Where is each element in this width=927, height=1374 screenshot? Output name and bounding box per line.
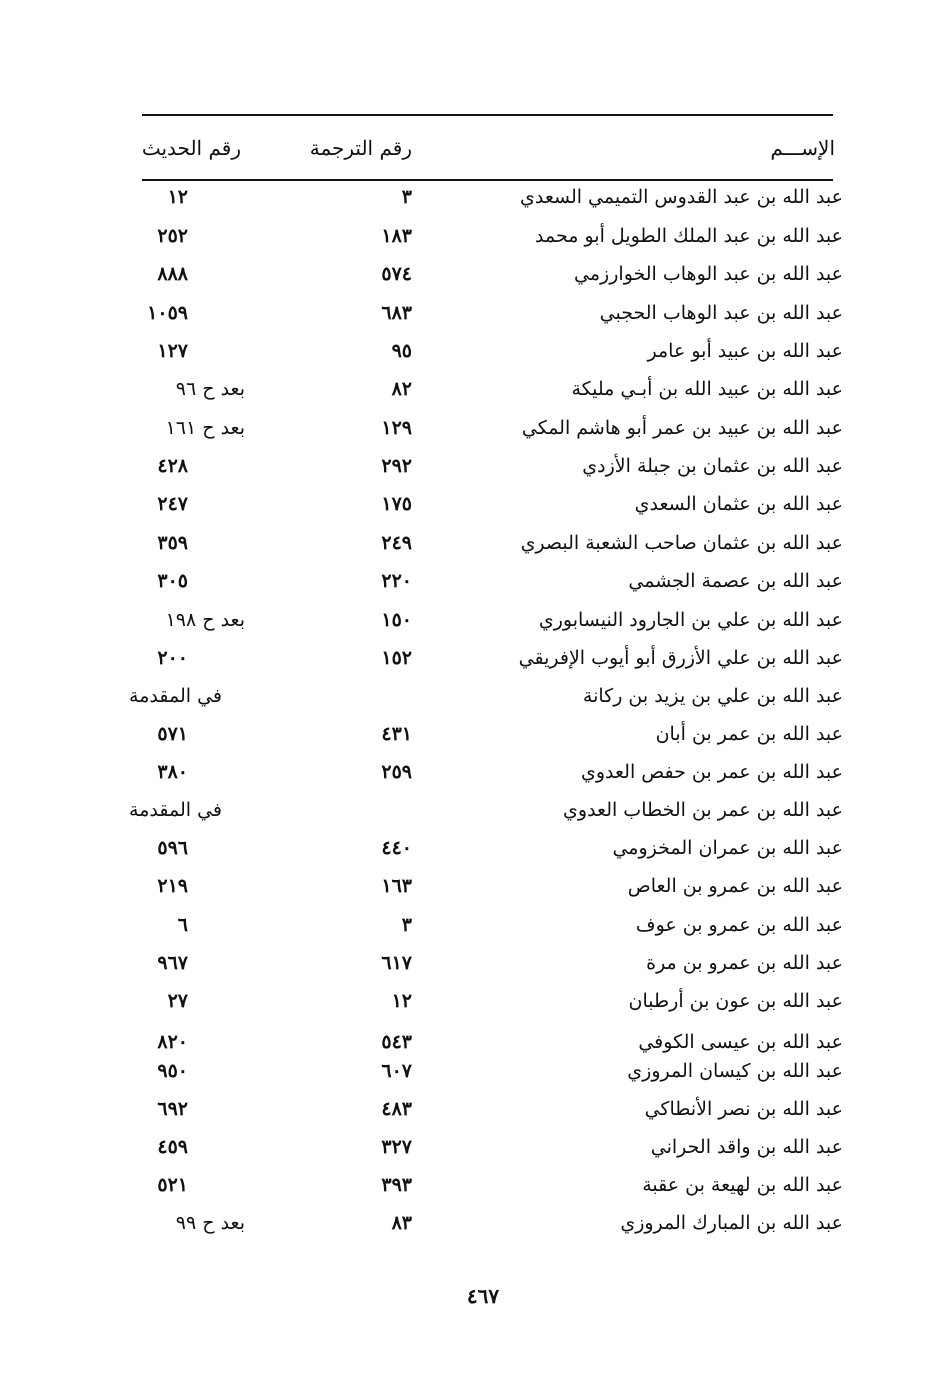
translation-number: ٣ xyxy=(401,914,412,936)
page-number: ٤٦٧ xyxy=(466,1284,500,1308)
translation-number: ١٥٠ xyxy=(381,609,412,631)
hadith-number: ٣٨٠ xyxy=(157,761,188,783)
entry-name: عبد الله بن عمر بن أبان xyxy=(655,723,843,745)
translation-number: ٣٢٧ xyxy=(381,1136,412,1158)
translation-number: ٦١٧ xyxy=(381,952,412,974)
hadith-number: ٥٧١ xyxy=(157,723,188,745)
hadith-number: ٣٠٥ xyxy=(157,570,188,592)
translation-number: ٤٤٠ xyxy=(381,837,412,859)
entry-name: عبد الله بن عبد الوهاب الحجبي xyxy=(599,302,843,324)
entry-name: عبد الله بن عصمة الجشمي xyxy=(628,570,843,592)
translation-number: ١٨٣ xyxy=(381,225,412,247)
translation-number: ١٦٣ xyxy=(381,875,412,897)
hadith-number: ٦٩٢ xyxy=(157,1098,188,1120)
entry-name: عبد الله بن كيسان المروزي xyxy=(627,1060,843,1082)
entry-name: عبد الله بن عثمان صاحب الشعبة البصري xyxy=(520,532,843,554)
translation-number: ٥٤٣ xyxy=(381,1031,412,1053)
entry-name: عبد الله بن نصر الأنطاكي xyxy=(644,1098,843,1120)
hadith-number: ٢٥٢ xyxy=(157,225,188,247)
header-translation-no: رقم الترجمة xyxy=(309,136,412,160)
entry-name: عبد الله بن عبد القدوس التميمي السعدي xyxy=(519,186,843,208)
entry-name: عبد الله بن عبيد أبو عامر xyxy=(647,340,843,362)
hadith-number: ١٢ xyxy=(167,186,188,208)
hadith-number: ٢١٩ xyxy=(157,875,188,897)
hadith-number: في المقدمة xyxy=(129,799,222,821)
entry-name: عبد الله بن عمر بن الخطاب العدوي xyxy=(563,799,843,821)
translation-number: ٢٤٩ xyxy=(381,532,412,554)
entry-name: عبد الله بن عمرو بن العاص xyxy=(627,875,843,897)
entry-name: عبد الله بن عيسى الكوفي xyxy=(638,1031,843,1053)
translation-number: ٨٣ xyxy=(391,1212,412,1234)
entry-name: عبد الله بن عبيد الله بن أبـي مليكة xyxy=(571,378,843,400)
translation-number: ٩٥ xyxy=(391,340,412,362)
translation-number: ٨٢ xyxy=(391,378,412,400)
translation-number: ٢٥٩ xyxy=(381,761,412,783)
hadith-number: بعد ح ٩٩ xyxy=(175,1212,245,1234)
entry-name: عبد الله بن عبد الملك الطويل أبو محمد xyxy=(535,225,843,247)
header-rule xyxy=(142,179,833,181)
translation-number: ١٢٩ xyxy=(381,417,412,439)
entry-name: عبد الله بن علي بن الجارود النيسابوري xyxy=(538,609,843,631)
hadith-number: بعد ح ٩٦ xyxy=(175,378,245,400)
hadith-number: ٤٥٩ xyxy=(157,1136,188,1158)
entry-name: عبد الله بن عمر بن حفص العدوي xyxy=(580,761,843,783)
translation-number: ٤٨٣ xyxy=(381,1098,412,1120)
hadith-number: ٢٧ xyxy=(167,990,188,1012)
hadith-number: ٥٩٦ xyxy=(157,837,188,859)
hadith-number: ٤٢٨ xyxy=(157,455,188,477)
hadith-number: ٣٥٩ xyxy=(157,532,188,554)
translation-number: ٣٩٣ xyxy=(381,1174,412,1196)
entry-name: عبد الله بن عون بن أرطبان xyxy=(628,990,843,1012)
entry-name: عبد الله بن واقد الحراني xyxy=(650,1136,843,1158)
translation-number: ٦٠٧ xyxy=(381,1060,412,1082)
entry-name: عبد الله بن عثمان السعدي xyxy=(634,493,843,515)
entry-name: عبد الله بن المبارك المروزي xyxy=(620,1212,843,1234)
hadith-number: ٨٨٨ xyxy=(157,263,188,285)
translation-number: ٥٧٤ xyxy=(381,263,412,285)
header-hadith-no: رقم الحديث xyxy=(141,136,241,160)
hadith-number: ٢٠٠ xyxy=(157,647,188,669)
translation-number: ١٢ xyxy=(391,990,412,1012)
hadith-number: بعد ح ١٦١ xyxy=(165,417,245,439)
hadith-number: ٥٢١ xyxy=(157,1174,188,1196)
hadith-number: ١٠٥٩ xyxy=(147,302,188,324)
translation-number: ٦٨٣ xyxy=(381,302,412,324)
hadith-number: ١٢٧ xyxy=(157,340,188,362)
translation-number: ٢٩٢ xyxy=(381,455,412,477)
header-name: الإســـم xyxy=(770,136,835,160)
top-rule xyxy=(142,114,833,116)
hadith-number: ٩٥٠ xyxy=(157,1060,188,1082)
translation-number: ١٥٢ xyxy=(381,647,412,669)
hadith-number: ٦ xyxy=(177,914,188,936)
translation-number: ٢٢٠ xyxy=(381,570,412,592)
translation-number: ٤٣١ xyxy=(381,723,412,745)
entry-name: عبد الله بن علي الأزرق أبو أيوب الإفريقي xyxy=(518,647,843,669)
translation-number: ٣ xyxy=(401,186,412,208)
entry-name: عبد الله بن علي بن يزيد بن ركانة xyxy=(582,685,843,707)
entry-name: عبد الله بن عمرو بن عوف xyxy=(635,914,843,936)
entry-name: عبد الله بن عمران المخزومي xyxy=(612,837,843,859)
hadith-number: ٢٤٧ xyxy=(157,493,188,515)
entry-name: عبد الله بن عمرو بن مرة xyxy=(646,952,843,974)
entry-name: عبد الله بن لهيعة بن عقبة xyxy=(642,1174,843,1196)
hadith-number: بعد ح ١٩٨ xyxy=(165,609,245,631)
entry-name: عبد الله بن عبد الوهاب الخوارزمي xyxy=(574,263,843,285)
hadith-number: ٨٢٠ xyxy=(157,1031,188,1053)
entry-name: عبد الله بن عبيد بن عمر أبو هاشم المكي xyxy=(521,417,843,439)
hadith-number: في المقدمة xyxy=(129,685,222,707)
translation-number: ١٧٥ xyxy=(381,493,412,515)
hadith-number: ٩٦٧ xyxy=(157,952,188,974)
entry-name: عبد الله بن عثمان بن جبلة الأزدي xyxy=(582,455,843,477)
